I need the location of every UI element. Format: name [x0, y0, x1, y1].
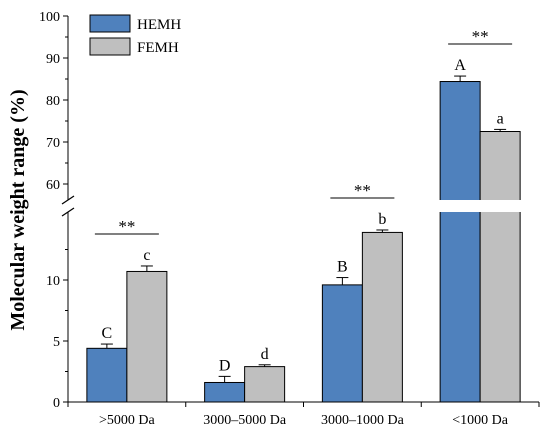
letter-femh-3: b [378, 211, 386, 228]
y-tick-label-upper-5: 100 [39, 10, 60, 25]
bar-femh-4 [479, 131, 521, 403]
significance-label-1: ** [118, 217, 135, 236]
bar-femh-3 [361, 231, 403, 403]
y-tick-label-lower-2: 5 [53, 335, 60, 350]
bar-hemh-1 [86, 347, 128, 403]
bar-femh-1 [126, 270, 168, 403]
bar-hemh-3 [321, 284, 363, 403]
bar-hemh-4 [439, 81, 481, 403]
legend-label-femh: FEMH [137, 40, 179, 56]
letter-femh-4: a [497, 110, 504, 127]
y-tick-label-upper-4: 90 [46, 52, 60, 67]
legend-swatch-femh [89, 37, 131, 56]
x-tick-label-4: <1000 Da [452, 413, 509, 428]
y-tick-label-lower-3: 10 [46, 274, 60, 289]
axis-break-mark-bottom [61, 207, 75, 217]
y-axis-title: Molecular weight range (%) [7, 89, 29, 330]
y-tick-label-upper-2: 70 [46, 136, 60, 151]
x-tick-label-2: 3000–5000 Da [203, 413, 287, 428]
x-tick-label-1: >5000 Da [99, 413, 156, 428]
axis-break-mark-top [61, 195, 75, 205]
letter-hemh-1: C [102, 325, 113, 342]
legend-label-hemh: HEMH [137, 17, 181, 33]
letter-hemh-2: D [219, 357, 231, 374]
significance-label-3: ** [354, 181, 371, 200]
letter-femh-1: c [143, 247, 150, 264]
bar-hemh-2 [204, 381, 246, 403]
bar-femh-2 [244, 366, 286, 403]
significance-label-4: ** [472, 27, 489, 46]
legend: HEMH FEMH [89, 14, 181, 56]
plot-area: Cc ** >5000 Da Dd 3000–5000 Da Bb ** 3000–1000 … [39, 10, 547, 428]
y-tick-label-upper-3: 80 [46, 94, 60, 109]
letter-hemh-4: A [454, 57, 466, 74]
legend-swatch-hemh [89, 14, 131, 33]
axis-break-band [60, 200, 547, 212]
letter-femh-2: d [261, 346, 269, 363]
y-tick-label-upper-1: 60 [46, 178, 60, 193]
x-tick-label-3: 3000–1000 Da [321, 413, 405, 428]
y-tick-label-lower-1: 0 [53, 396, 60, 411]
letter-hemh-3: B [337, 259, 348, 276]
